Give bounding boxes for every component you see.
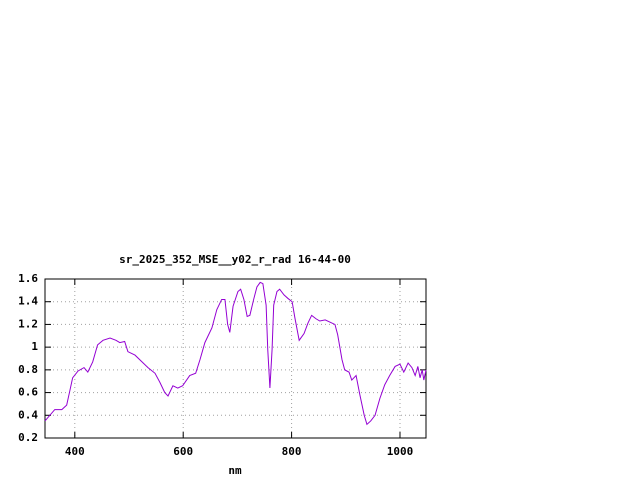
y-tick-label: 1.6 bbox=[18, 272, 38, 285]
x-tick-label: 600 bbox=[173, 445, 193, 458]
y-tick-label: 0.2 bbox=[18, 431, 38, 444]
x-tick-label: 400 bbox=[65, 445, 85, 458]
x-tick-label: 1000 bbox=[387, 445, 414, 458]
plot-border bbox=[44, 278, 427, 439]
y-tick-label: 0.6 bbox=[18, 386, 38, 399]
data-line bbox=[44, 281, 427, 426]
x-tick-label: 800 bbox=[282, 445, 302, 458]
x-axis-label: nm bbox=[228, 464, 242, 477]
y-tick-label: 0.8 bbox=[18, 363, 38, 376]
y-tick-label: 1.2 bbox=[18, 317, 38, 330]
chart-title: sr_2025_352_MSE__y02_r_rad 16-44-00 bbox=[119, 253, 351, 266]
y-tick-label: 1.4 bbox=[18, 295, 38, 308]
y-tick-label: 1 bbox=[31, 340, 38, 353]
y-tick-label: 0.4 bbox=[18, 408, 38, 421]
